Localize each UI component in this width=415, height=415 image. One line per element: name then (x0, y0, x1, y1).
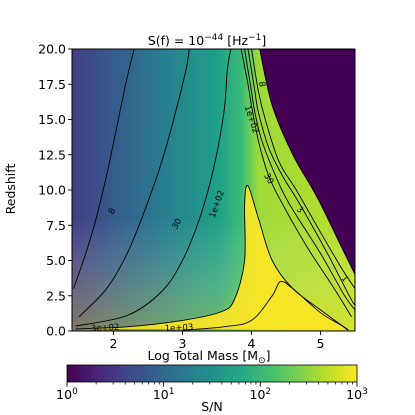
y-tick-label: 17.5 (38, 77, 66, 92)
contour-label: 30 (170, 217, 184, 231)
colorbar-tick-exponent: 2 (265, 387, 271, 397)
colorbar-tick-base: 10 (153, 387, 169, 402)
contour-label: 3e+02 (91, 323, 120, 334)
contour-line (72, 49, 135, 289)
x-axis-label-prefix: Log Total Mass [M (147, 348, 258, 363)
colorbar: 100 101 102 103 S/N (56, 364, 368, 414)
x-tick-label: 5 (317, 336, 325, 351)
x-tick-label: 3 (178, 336, 186, 351)
contour-label: 30 (261, 172, 275, 186)
y-axis-label: Redshift (3, 164, 18, 215)
y-tick-label: 7.5 (46, 218, 66, 233)
colorbar-ticks: 100 101 102 103 (56, 382, 368, 402)
colorbar-tick-exponent: 1 (169, 387, 175, 397)
y-tick-label: 0.0 (46, 324, 66, 339)
x-axis: 2 3 4 5 (109, 331, 324, 351)
x-tick-label: 2 (109, 336, 117, 351)
y-tick-label: 5.0 (46, 253, 66, 268)
x-axis-label-suffix: ] (266, 348, 271, 363)
y-tick-label: 12.5 (38, 147, 66, 162)
colorbar-tick-label: 101 (153, 387, 175, 402)
contour-line (251, 49, 355, 289)
colorbar-label: S/N (201, 399, 223, 414)
colorbar-tick-label: 102 (250, 387, 272, 402)
heatmap-peak-region (75, 185, 349, 330)
contour-line (259, 49, 355, 275)
contour-label: 1e+03 (164, 323, 193, 334)
title-suffix-end: ] (261, 33, 266, 48)
contour-label: 3 (294, 205, 305, 216)
contour-line (240, 49, 352, 318)
title-suffix-exponent: −1 (248, 33, 261, 43)
colorbar-gradient (66, 364, 358, 383)
x-tick-label: 4 (247, 336, 255, 351)
contour-line (75, 184, 349, 330)
y-tick-label: 20.0 (38, 42, 66, 57)
colorbar-tick-base: 10 (56, 387, 72, 402)
contour-label: 1 (339, 274, 350, 285)
y-tick-label: 2.5 (46, 288, 66, 303)
colorbar-tick-base: 10 (250, 387, 266, 402)
title-prefix: S(f) = 10 (148, 33, 204, 48)
heatmap-low-region (259, 49, 355, 275)
x-axis-label-sub: ⊙ (258, 356, 266, 366)
y-tick-label: 10.0 (38, 183, 66, 198)
chart-title: S(f) = 10−44 [Hz−1] (148, 33, 266, 48)
contour-lines (72, 49, 355, 331)
title-suffix: [Hz (223, 33, 248, 48)
colorbar-tick-base: 10 (346, 387, 362, 402)
contour-label: 8 (256, 81, 267, 88)
x-axis-label: Log Total Mass [M⊙] (147, 348, 270, 366)
contour-line (75, 49, 232, 327)
colorbar-tick-exponent: 3 (362, 387, 368, 397)
contour-line (78, 49, 190, 318)
colorbar-tick-label: 100 (56, 387, 78, 402)
contour-label: 8 (107, 207, 118, 217)
contour-line (247, 49, 355, 305)
contour-line (182, 280, 349, 331)
colorbar-tick-exponent: 0 (72, 387, 78, 397)
y-tick-label: 15.0 (38, 112, 66, 127)
y-axis: 0.0 2.5 5.0 7.5 10.0 12.5 15.0 17.5 20.0 (38, 42, 72, 339)
contour-line (244, 49, 355, 311)
colorbar-tick-label: 103 (346, 387, 368, 402)
title-exponent: −44 (204, 33, 223, 43)
